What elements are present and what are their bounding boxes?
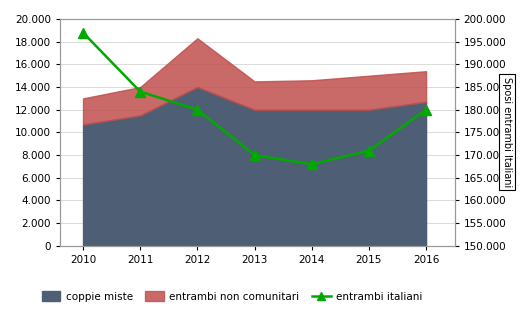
Legend: coppie miste, entrambi non comunitari, entrambi italiani: coppie miste, entrambi non comunitari, e… [37, 287, 426, 306]
Y-axis label: Sposi entrambi Italiani: Sposi entrambi Italiani [502, 77, 512, 188]
